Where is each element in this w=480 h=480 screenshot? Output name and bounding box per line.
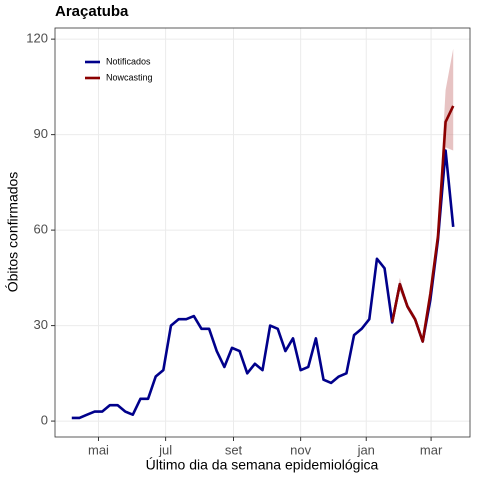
series-line [71,149,455,420]
y-tick-label: 30 [34,317,48,332]
legend-label: Nowcasting [106,72,153,82]
x-tick-label: mar [420,442,443,457]
x-tick-label: nov [290,442,311,457]
x-tick-label: set [225,442,243,457]
chart-title: Araçatuba [55,3,129,20]
x-tick-label: jan [357,442,375,457]
panel-border [54,27,471,438]
y-axis-label: Óbitos confirmados [5,172,21,293]
panel [55,28,470,437]
legend-label: Notificados [106,56,151,66]
x-tick-label: jul [158,442,172,457]
y-tick-label: 120 [26,31,48,46]
y-tick-label: 0 [41,413,48,428]
x-axis-label: Último dia da semana epidemiológica [146,457,379,473]
y-tick-label: 60 [34,222,48,237]
x-tick-label: mai [88,442,109,457]
series-line [390,105,455,343]
y-tick-label: 90 [34,126,48,141]
